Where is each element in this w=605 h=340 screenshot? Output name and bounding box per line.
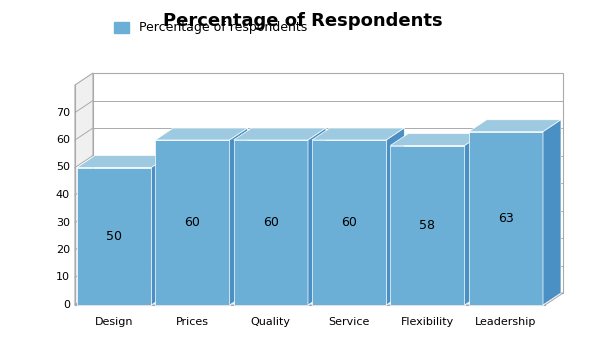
Text: Quality: Quality — [251, 317, 291, 327]
Polygon shape — [312, 140, 387, 305]
Polygon shape — [230, 128, 247, 305]
Text: 0: 0 — [63, 300, 70, 310]
Polygon shape — [543, 120, 561, 305]
Polygon shape — [93, 73, 563, 293]
Text: 58: 58 — [419, 219, 436, 232]
Text: Design: Design — [95, 317, 134, 327]
Legend: Percentage of respondents: Percentage of respondents — [109, 16, 312, 39]
Polygon shape — [77, 168, 151, 305]
Text: 30: 30 — [56, 218, 70, 227]
Text: 70: 70 — [56, 107, 70, 118]
Polygon shape — [387, 128, 404, 305]
Text: 50: 50 — [56, 163, 70, 172]
Text: 20: 20 — [56, 245, 70, 255]
Text: 60: 60 — [56, 135, 70, 145]
Text: 60: 60 — [341, 216, 357, 229]
Text: 40: 40 — [56, 190, 70, 200]
Polygon shape — [75, 73, 93, 305]
Text: Prices: Prices — [176, 317, 209, 327]
Text: 10: 10 — [56, 272, 70, 283]
Polygon shape — [77, 155, 169, 168]
Text: 60: 60 — [263, 216, 279, 229]
Text: Percentage of Respondents: Percentage of Respondents — [163, 12, 442, 30]
Text: Service: Service — [329, 317, 370, 327]
Polygon shape — [312, 128, 404, 140]
Polygon shape — [75, 293, 563, 305]
Polygon shape — [465, 134, 483, 305]
Polygon shape — [469, 120, 561, 132]
Text: Flexibility: Flexibility — [401, 317, 454, 327]
Polygon shape — [155, 128, 247, 140]
Polygon shape — [234, 128, 326, 140]
Text: 60: 60 — [185, 216, 200, 229]
Polygon shape — [390, 134, 483, 146]
Polygon shape — [234, 140, 308, 305]
Polygon shape — [469, 132, 543, 305]
Polygon shape — [155, 140, 230, 305]
Text: 50: 50 — [106, 230, 122, 243]
Text: 63: 63 — [498, 212, 514, 225]
Text: Leadership: Leadership — [475, 317, 537, 327]
Polygon shape — [390, 146, 465, 305]
Polygon shape — [151, 155, 169, 305]
Polygon shape — [308, 128, 326, 305]
